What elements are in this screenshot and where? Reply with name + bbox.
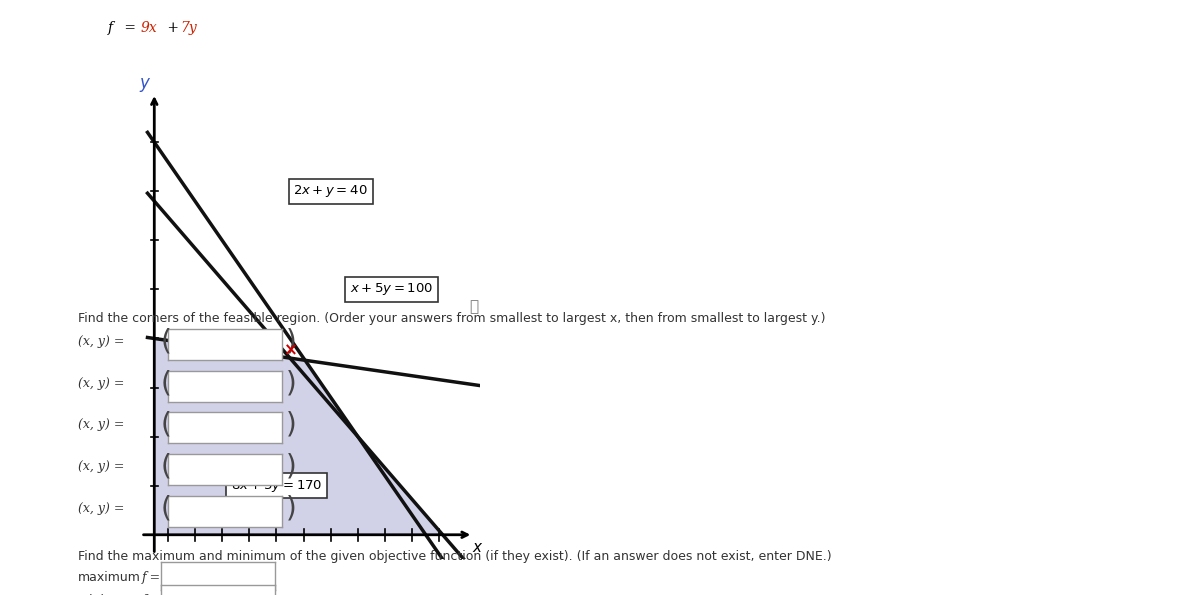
Text: y: y (140, 74, 150, 92)
Text: f =: f = (142, 571, 161, 584)
Text: ): ) (286, 369, 296, 397)
Text: +: + (163, 21, 184, 35)
Text: =: = (120, 21, 140, 35)
Text: f: f (108, 21, 113, 35)
Text: ⓘ: ⓘ (469, 299, 479, 314)
Text: (x, y) =: (x, y) = (78, 460, 125, 473)
Text: (: ( (161, 411, 172, 439)
Text: ): ) (286, 411, 296, 439)
Text: ): ) (286, 452, 296, 481)
Text: (x, y) =: (x, y) = (78, 335, 125, 348)
Text: (: ( (161, 369, 172, 397)
Text: (x, y) =: (x, y) = (78, 502, 125, 515)
Text: (x, y) =: (x, y) = (78, 418, 125, 431)
Polygon shape (155, 339, 443, 535)
Text: $2x + y = 40$: $2x + y = 40$ (294, 183, 368, 199)
Text: Find the corners of the feasible region. (Order your answers from smallest to la: Find the corners of the feasible region.… (78, 312, 826, 325)
Text: $x + 5y = 100$: $x + 5y = 100$ (350, 281, 433, 298)
Text: (: ( (161, 327, 172, 356)
Text: Find the maximum and minimum of the given objective function (if they exist). (I: Find the maximum and minimum of the give… (78, 550, 832, 563)
Text: ): ) (286, 327, 296, 356)
Text: 7y: 7y (180, 21, 197, 35)
Text: ×: × (284, 342, 299, 359)
Text: 9x: 9x (140, 21, 157, 35)
Text: ): ) (286, 494, 296, 522)
Text: maximum: maximum (78, 571, 140, 584)
Text: (: ( (161, 452, 172, 481)
Text: (x, y) =: (x, y) = (78, 377, 125, 390)
Text: (: ( (161, 494, 172, 522)
Text: x: x (473, 540, 481, 555)
Text: $8x + 5y = 170$: $8x + 5y = 170$ (230, 478, 322, 494)
